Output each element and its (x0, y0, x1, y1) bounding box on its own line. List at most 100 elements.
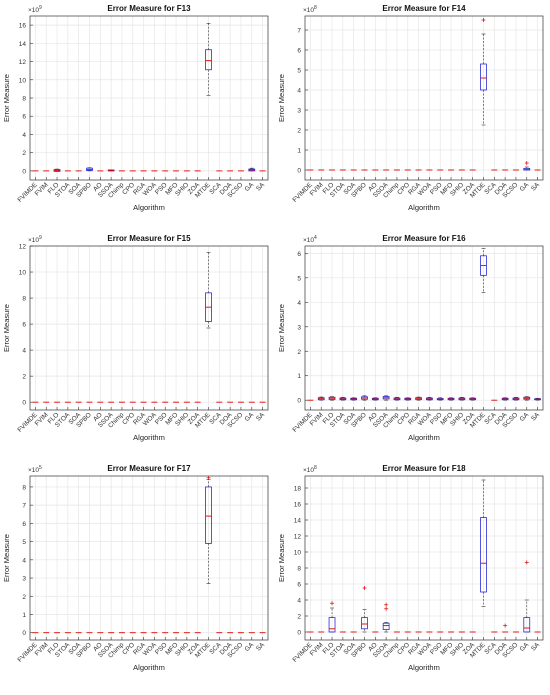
y-axis-label: Error Measure (277, 534, 286, 582)
y-tick-label: 2 (297, 128, 301, 135)
axis-exponent: ×105 (28, 465, 42, 474)
y-tick-label: 16 (19, 23, 27, 30)
y-tick-label: 2 (22, 374, 26, 381)
y-tick-label: 10 (19, 270, 27, 277)
y-tick-label: 10 (19, 77, 27, 84)
x-tick-label: GA (244, 181, 256, 193)
y-tick-label: 2 (297, 349, 301, 356)
y-tick-label: 8 (22, 296, 26, 303)
y-tick-label: 4 (297, 598, 301, 605)
plot-area (305, 476, 543, 640)
chart-title: Error Measure for F15 (107, 234, 191, 243)
x-axis-label: Algorithm (408, 203, 440, 212)
y-tick-label: 6 (297, 582, 301, 589)
y-tick-label: 0 (297, 630, 301, 637)
y-tick-label: 1 (22, 612, 26, 619)
box-SSOA (382, 622, 390, 630)
box-SPBO (361, 396, 368, 400)
y-tick-label: 7 (22, 503, 26, 510)
y-tick-label: 8 (22, 484, 26, 491)
axes-frame (29, 245, 269, 411)
box-FLO (328, 617, 336, 633)
axes-frame (304, 475, 544, 641)
axes-frame (29, 15, 269, 181)
x-tick-label: GA (519, 181, 531, 193)
chart-title: Error Measure for F17 (107, 464, 191, 473)
axis-exponent: ×109 (28, 5, 42, 14)
x-axis-label: Algorithm (133, 663, 165, 672)
y-tick-label: 0 (22, 630, 26, 637)
x-tick-label: AO (92, 181, 104, 193)
axis-exponent: ×104 (303, 235, 317, 244)
y-tick-label: 4 (297, 88, 301, 95)
y-tick-label: 2 (22, 594, 26, 601)
x-tick-label: SA (255, 411, 267, 423)
y-axis-label: Error Measure (277, 304, 286, 352)
y-tick-label: 5 (297, 275, 301, 282)
y-tick-label: 12 (19, 59, 27, 66)
y-axis-label: Error Measure (2, 534, 11, 582)
y-tick-label: 7 (297, 28, 301, 35)
y-tick-label: 0 (22, 168, 26, 175)
x-tick-label: SA (255, 641, 267, 653)
box-MTDE (205, 49, 212, 71)
plot-area (305, 246, 543, 410)
x-axis-label: Algorithm (408, 663, 440, 672)
axes-frame (29, 475, 269, 641)
y-tick-label: 14 (19, 41, 27, 48)
y-tick-label: 6 (22, 322, 26, 329)
axis-exponent: ×108 (303, 5, 317, 14)
x-axis-label: Algorithm (133, 203, 165, 212)
chart-title: Error Measure for F14 (382, 4, 466, 13)
x-tick-label: AO (367, 411, 379, 423)
y-tick-label: 2 (22, 150, 26, 157)
y-tick-label: 2 (297, 614, 301, 621)
chart-title: Error Measure for F18 (382, 464, 466, 473)
y-tick-label: 12 (19, 244, 27, 251)
box-GA (523, 617, 531, 633)
y-tick-label: 14 (294, 518, 302, 525)
plot-area (305, 16, 543, 180)
plot-area (30, 246, 268, 410)
x-tick-label: SA (530, 411, 542, 423)
box-SPBO (361, 617, 368, 630)
y-tick-label: 0 (297, 168, 301, 175)
y-tick-label: 0 (22, 400, 26, 407)
y-tick-label: 6 (297, 48, 301, 55)
y-axis-label: Error Measure (2, 304, 11, 352)
x-tick-label: GA (244, 411, 256, 423)
x-tick-label: SA (530, 641, 542, 653)
x-tick-label: GA (519, 411, 531, 423)
x-tick-label: AO (92, 641, 104, 653)
y-tick-label: 3 (297, 324, 301, 331)
axes-frame (304, 245, 544, 411)
plot-area (30, 476, 268, 640)
y-tick-label: 12 (294, 534, 302, 541)
y-tick-label: 5 (297, 68, 301, 75)
y-tick-label: 6 (22, 521, 26, 528)
y-tick-label: 6 (297, 251, 301, 258)
y-tick-label: 4 (297, 300, 301, 307)
x-axis-label: Algorithm (408, 433, 440, 442)
y-axis-label: Error Measure (2, 74, 11, 122)
axes-frame (304, 15, 544, 181)
y-tick-label: 18 (294, 486, 302, 493)
y-tick-label: 8 (22, 96, 26, 103)
y-tick-label: 8 (297, 566, 301, 573)
x-tick-label: AO (367, 641, 379, 653)
y-tick-label: 4 (22, 557, 26, 564)
axis-exponent: ×108 (303, 465, 317, 474)
x-tick-label: GA (244, 641, 256, 653)
y-tick-label: 16 (294, 502, 302, 509)
y-axis-label: Error Measure (277, 74, 286, 122)
y-tick-label: 4 (22, 132, 26, 139)
chart-title: Error Measure for F16 (382, 234, 466, 243)
y-tick-label: 1 (297, 373, 301, 380)
box-MTDE (205, 486, 212, 544)
